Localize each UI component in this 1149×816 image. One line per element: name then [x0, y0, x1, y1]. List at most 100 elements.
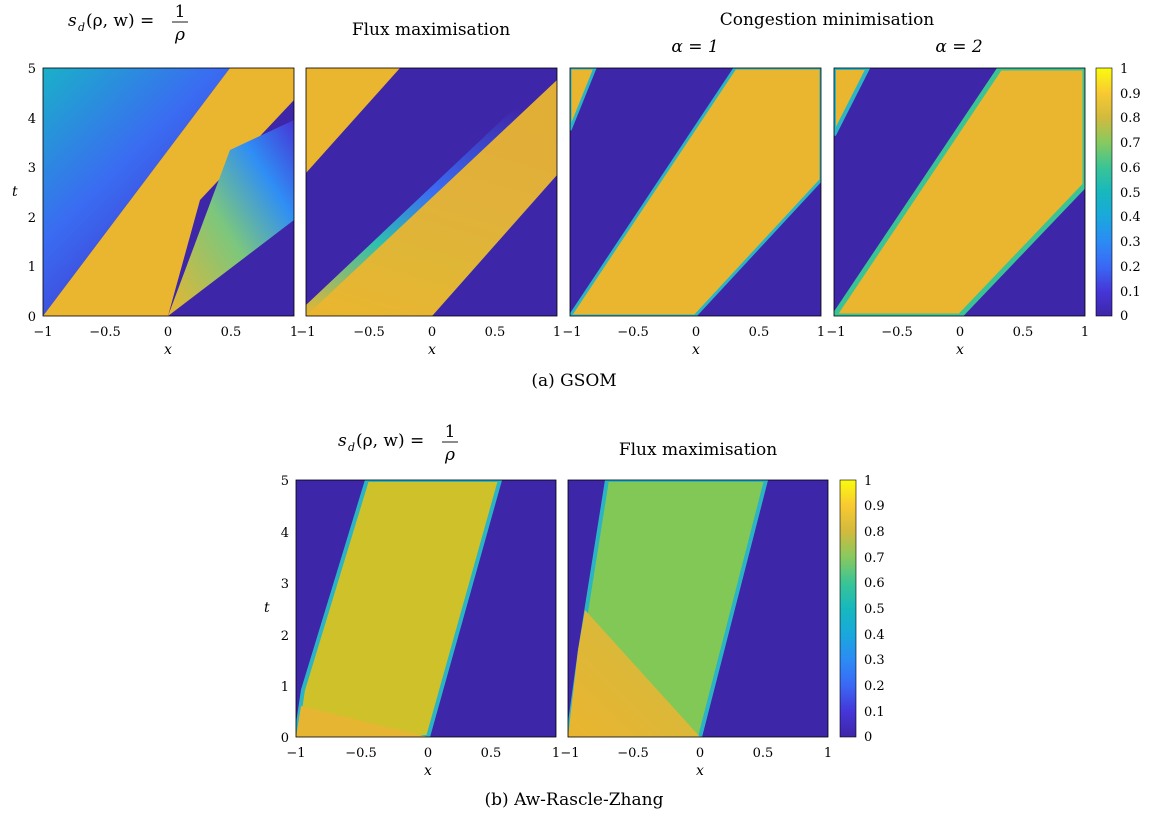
xtick: −1	[562, 325, 581, 340]
svg-text:(ρ, w) =: (ρ, w) =	[86, 11, 154, 31]
x-axis-gsom-4: −1 −0.5 0 0.5 1 x	[826, 325, 1089, 358]
cbar-tick: 0.7	[1120, 136, 1141, 151]
cbar-tick: 0	[864, 730, 872, 745]
panel-title-arz-1: s d (ρ, w) = 1 ρ	[338, 422, 458, 465]
group-title-congestion: Congestion minimisation	[720, 10, 935, 30]
x-axis-gsom-2: −1 −0.5 0 0.5 1 x	[296, 325, 561, 358]
cbar-tick: 0.9	[864, 499, 885, 514]
cbar-tick: 0.8	[864, 525, 885, 540]
panel-title-gsom-3: α = 1	[671, 37, 718, 57]
x-axis-label: x	[424, 763, 432, 779]
ytick: 1	[281, 680, 289, 695]
cbar-tick: 0.4	[864, 628, 885, 643]
heatmap-gsom-4	[834, 68, 1085, 316]
axes-frame-gsom-1	[42, 67, 295, 317]
xtick: −0.5	[617, 325, 649, 340]
ytick: 4	[28, 112, 36, 127]
cbar-tick: 0.7	[864, 551, 885, 566]
cbar-tick: 0.5	[1120, 186, 1141, 201]
x-axis-label: x	[696, 763, 704, 779]
x-axis-gsom-3: −1 −0.5 0 0.5 1 x	[562, 325, 825, 358]
svg-text:d: d	[348, 441, 355, 454]
xtick: 0	[956, 325, 964, 340]
svg-text:1: 1	[445, 422, 456, 442]
ytick: 2	[28, 211, 36, 226]
svg-text:s: s	[338, 431, 347, 451]
cbar-tick: 0.1	[864, 705, 885, 720]
heatmap-gsom-3	[570, 68, 821, 316]
ytick: 0	[28, 310, 36, 325]
panel-title-arz-2: Flux maximisation	[619, 440, 777, 460]
x-axis-label: x	[164, 342, 172, 358]
cbar-tick: 0.1	[1120, 285, 1141, 300]
xtick: 1	[553, 325, 561, 340]
cbar-tick: 0.6	[864, 576, 885, 591]
cbar-tick: 0.6	[1120, 161, 1141, 176]
xtick: 1	[1081, 325, 1089, 340]
x-axis-label: x	[428, 342, 436, 358]
svg-text:ρ: ρ	[174, 25, 185, 45]
x-axis-label: x	[692, 342, 700, 358]
xtick: 0.5	[481, 746, 502, 761]
xtick: 0	[692, 325, 700, 340]
xtick: 0	[164, 325, 172, 340]
cbar-tick: 0.8	[1120, 111, 1141, 126]
xtick: −1	[560, 746, 579, 761]
xtick: −1	[33, 325, 52, 340]
colorbar-a-ticks: 0 0.1 0.2 0.3 0.4 0.5 0.6 0.7 0.8 0.9 1	[1120, 62, 1141, 324]
xtick: 0	[428, 325, 436, 340]
cbar-tick: 0	[1120, 309, 1128, 324]
xtick: 0	[696, 746, 704, 761]
xtick: −1	[826, 325, 845, 340]
cbar-tick: 0.9	[1120, 87, 1141, 102]
caption-b: (b) Aw-Rascle-Zhang	[485, 790, 664, 810]
cbar-tick: 0.3	[1120, 235, 1141, 250]
svg-text:(ρ, w) =: (ρ, w) =	[356, 431, 424, 451]
panel-title-gsom-2: Flux maximisation	[352, 20, 510, 40]
ytick: 5	[281, 474, 289, 489]
xtick: −0.5	[353, 325, 385, 340]
xtick: 1	[817, 325, 825, 340]
xtick: −0.5	[89, 325, 121, 340]
axes-frame-arz-1	[295, 479, 557, 738]
xtick: 0.5	[485, 325, 506, 340]
heatmap-arz-1	[296, 480, 556, 737]
x-axis-label: x	[956, 342, 964, 358]
ytick: 0	[281, 731, 289, 746]
panel-title-gsom-1: s d (ρ, w) = 1 ρ	[68, 2, 188, 45]
y-axis-a: 0 1 2 3 4 5 t	[12, 62, 36, 325]
cbar-tick: 1	[864, 474, 872, 489]
caption-a: (a) GSOM	[531, 371, 616, 391]
xtick: 0.5	[753, 746, 774, 761]
xtick: −1	[296, 325, 315, 340]
svg-text:d: d	[78, 21, 85, 34]
svg-text:1: 1	[175, 2, 186, 22]
xtick: −0.5	[881, 325, 913, 340]
axes-frame-gsom-2	[305, 67, 558, 317]
ytick: 2	[281, 629, 289, 644]
ytick: 3	[281, 577, 289, 592]
heatmap-gsom-2	[306, 68, 557, 316]
axes-frame-gsom-3	[569, 67, 822, 317]
xtick: 0.5	[1013, 325, 1034, 340]
axes-frame-gsom-4	[833, 67, 1086, 317]
y-axis-label: t	[264, 600, 270, 616]
heatmap-gsom-1	[43, 68, 294, 316]
cbar-tick: 0.2	[864, 679, 885, 694]
ytick: 5	[28, 62, 36, 77]
colorbar-a	[1095, 67, 1113, 317]
ytick: 3	[28, 161, 36, 176]
heatmap-arz-2	[568, 480, 828, 737]
x-axis-arz-1: −1 −0.5 0 0.5 1 x	[286, 746, 560, 779]
cbar-tick: 0.2	[1120, 260, 1141, 275]
cbar-tick: 1	[1120, 62, 1128, 77]
svg-text:ρ: ρ	[444, 445, 455, 465]
cbar-tick: 0.4	[1120, 210, 1141, 225]
y-axis-b: 0 1 2 3 4 5 t	[264, 474, 289, 746]
ytick: 4	[281, 526, 289, 541]
cbar-tick: 0.3	[864, 653, 885, 668]
xtick: 1	[290, 325, 298, 340]
xtick: 0.5	[749, 325, 770, 340]
panel-title-gsom-4: α = 2	[935, 37, 982, 57]
xtick: 0.5	[221, 325, 242, 340]
